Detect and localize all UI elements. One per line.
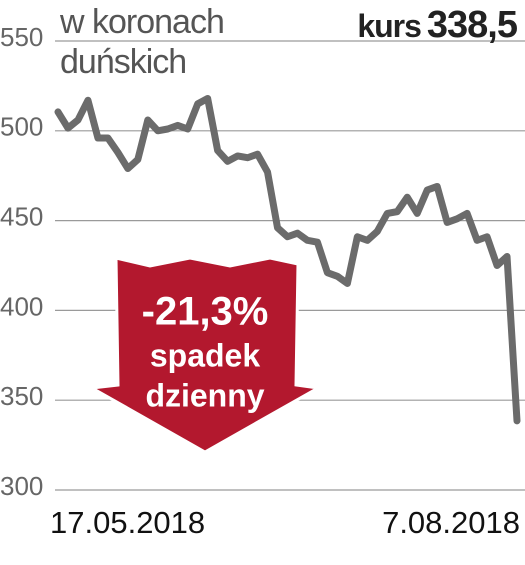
x-tick-label: 7.08.2018 xyxy=(382,505,520,540)
y-tick-label: 500 xyxy=(0,112,43,142)
y-tick-label: 450 xyxy=(0,201,43,231)
y-tick-label: 550 xyxy=(0,22,43,52)
current-value: 338,5 xyxy=(426,4,518,46)
current-price: kurs 338,5 xyxy=(357,4,518,47)
y-tick-label: 300 xyxy=(0,471,43,501)
y-tick-label: 350 xyxy=(0,381,43,411)
unit-label: w koronach duńskich xyxy=(60,3,225,81)
badge-change: -21,3% xyxy=(142,290,269,334)
badge-shape xyxy=(87,256,323,454)
badge-line: dzienny xyxy=(145,377,264,413)
current-label: kurs xyxy=(357,8,422,44)
badge-line: spadek xyxy=(150,337,260,373)
price-line xyxy=(54,94,521,425)
y-tick-label: 400 xyxy=(0,291,43,321)
x-tick-label: 17.05.2018 xyxy=(50,505,205,540)
